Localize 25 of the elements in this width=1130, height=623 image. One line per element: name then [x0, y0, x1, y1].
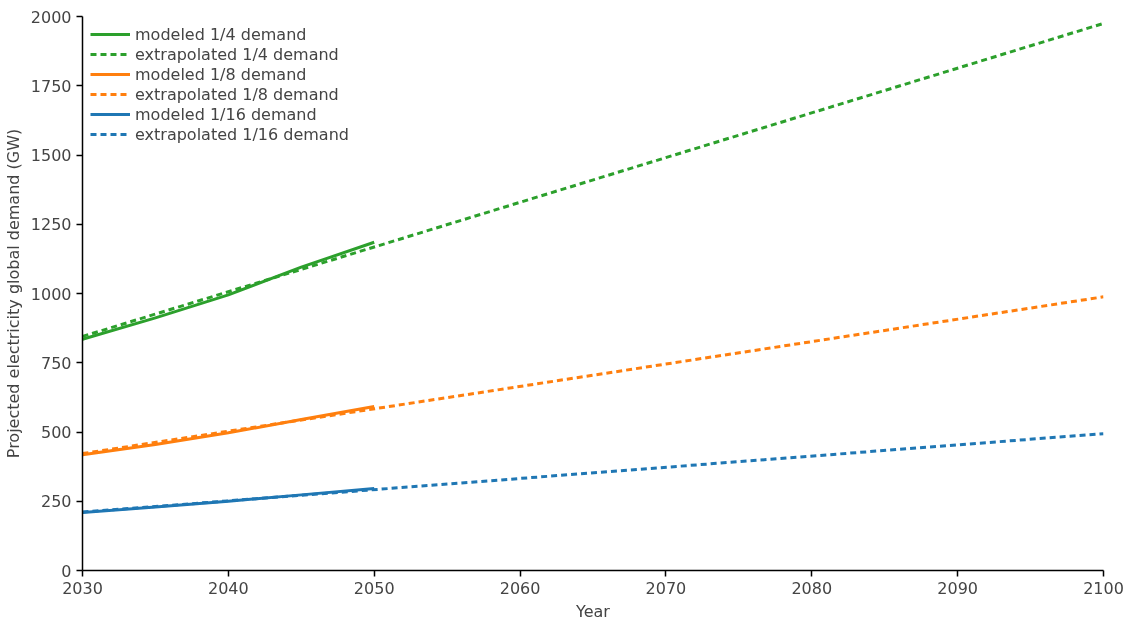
- x-tick-label: 2030: [62, 578, 103, 598]
- legend-label: extrapolated 1/4 demand: [135, 44, 339, 64]
- y-tick-label: 2000: [30, 7, 72, 27]
- x-tick-label: 2090: [937, 578, 978, 598]
- legend-label: modeled 1/4 demand: [135, 24, 307, 44]
- y-tick-label: 500: [40, 423, 72, 442]
- legend-label: extrapolated 1/16 demand: [135, 124, 349, 144]
- legend-label: modeled 1/8 demand: [135, 64, 307, 84]
- y-tick-label: 1500: [30, 146, 72, 165]
- y-tick-label: 0: [61, 561, 72, 581]
- x-tick-label: 2100: [1083, 578, 1124, 598]
- x-tick-label: 2070: [645, 578, 687, 598]
- y-tick-label: 1250: [30, 215, 72, 235]
- x-tick-label: 2050: [353, 578, 395, 598]
- x-tick-label: 2040: [208, 578, 249, 598]
- x-axis-title: Year: [575, 601, 611, 621]
- y-tick-label: 250: [40, 492, 72, 512]
- y-tick-label: 750: [40, 353, 72, 373]
- y-tick-label: 1000: [30, 284, 72, 304]
- x-tick-label: 2060: [499, 578, 541, 598]
- y-axis-title: Projected electricity global demand (GW): [3, 128, 23, 459]
- y-tick-label: 1750: [30, 76, 72, 96]
- legend-label: extrapolated 1/8 demand: [135, 84, 339, 104]
- x-tick-label: 2080: [791, 578, 833, 598]
- legend-label: modeled 1/16 demand: [135, 104, 317, 124]
